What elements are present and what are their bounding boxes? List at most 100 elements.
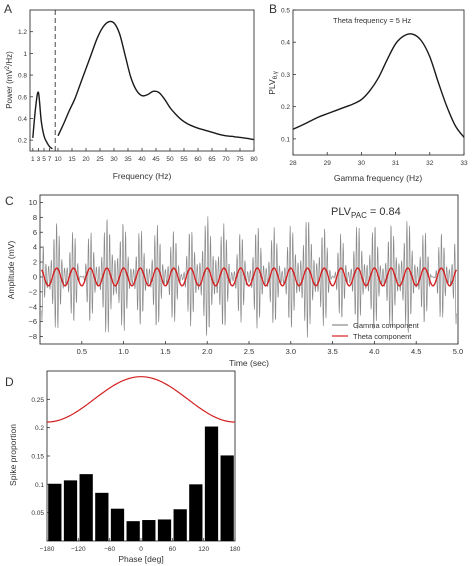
panel-a: A 1 3 5 7 10 15 20 25 30 35 40 45 50 55 60 65 70 75 800.20…	[4, 2, 258, 181]
spike-histogram-bar	[79, 474, 93, 541]
spike-histogram-bar	[48, 483, 62, 541]
panel-b-plv-line	[292, 33, 465, 138]
x-tick-label: 75	[236, 156, 244, 163]
panel-b-annotation: Theta frequency = 5 Hz	[333, 16, 411, 25]
x-tick-label: 4.0	[369, 347, 379, 356]
x-tick-label: 32	[426, 160, 434, 167]
panel-d-xlabel: Phase [deg]	[118, 554, 163, 564]
panel-c-label: C	[5, 194, 14, 208]
panel-b-label: B	[269, 2, 277, 16]
panel-b-plot-frame	[292, 9, 465, 156]
y-tick-label: 0.2	[281, 104, 290, 111]
panel-b-ylabel-sub: θ,γ	[273, 71, 279, 79]
y-tick-label: 0.2	[18, 138, 27, 145]
panel-a-plot-frame	[29, 9, 255, 152]
spike-histogram-bar	[142, 520, 156, 541]
panel-a-xlabel: Frequency (Hz)	[113, 171, 172, 181]
x-tick-label: 30	[110, 156, 118, 163]
y-tick-label: 0.6	[18, 94, 27, 101]
y-tick-label: 0.25	[31, 397, 44, 404]
panel-c-annotation-post: = 0.84	[367, 206, 401, 218]
x-tick-label: 45	[152, 156, 160, 163]
x-tick-label: 65	[208, 156, 216, 163]
x-tick-label: 55	[180, 156, 188, 163]
x-tick-label: 0.5	[77, 347, 87, 356]
spike-histogram-bar	[189, 484, 203, 541]
panel-d: D −180 −120 −60 0 60 120 180 0.05 0.1 0.15 0.2 0.25…	[5, 370, 241, 564]
x-tick-label: 60	[169, 546, 177, 553]
x-tick-label: −60	[104, 546, 115, 553]
y-tick-label: 0.8	[18, 73, 27, 80]
legend-theta-label: Theta component	[353, 332, 412, 341]
spike-histogram-bar	[204, 426, 219, 541]
panel-a-series-0-line	[32, 91, 53, 150]
y-tick-label: 0.4	[281, 40, 290, 47]
y-tick-label: 1.2	[18, 29, 27, 36]
panel-c-annotation-pre: PLV	[331, 206, 352, 218]
panel-c-annotation: PLVPAC = 0.84	[331, 206, 401, 220]
y-tick-label: 10	[29, 198, 37, 207]
x-tick-label: 1.0	[118, 347, 128, 356]
spike-histogram-bar	[220, 455, 234, 541]
x-tick-label: 28	[289, 160, 297, 167]
x-tick-label: 3.0	[286, 347, 296, 356]
spike-histogram-bar	[110, 508, 125, 541]
spike-histogram-bar	[95, 492, 109, 541]
x-tick-label: 30	[358, 160, 366, 167]
panel-c-annotation-sub: PAC	[351, 211, 367, 220]
x-tick-label: 20	[82, 156, 90, 163]
x-tick-label: 5	[42, 156, 46, 163]
panel-b-xlabel: Gamma frequency (Hz)	[334, 173, 422, 183]
panel-a-ylabel-sup: 2	[5, 65, 11, 69]
y-tick-label: 0.4	[18, 116, 27, 123]
x-tick-label: 10	[54, 156, 62, 163]
spike-histogram-bar	[63, 480, 78, 541]
y-tick-label: 6	[33, 228, 37, 237]
x-tick-label: 35	[124, 156, 132, 163]
x-tick-label: 4.5	[411, 347, 421, 356]
y-tick-label: 0	[33, 272, 37, 281]
y-tick-label: −4	[28, 302, 37, 311]
x-tick-label: 80	[250, 156, 258, 163]
y-tick-label: −2	[28, 287, 37, 296]
y-tick-label: −6	[28, 317, 37, 326]
y-tick-label: 0.3	[281, 72, 290, 79]
x-tick-label: 15	[68, 156, 76, 163]
panel-a-ylabel-post: /Hz)	[5, 51, 14, 66]
legend-gamma-label: Gamma component	[353, 321, 420, 330]
y-tick-label: 2	[33, 258, 37, 267]
panel-b: B Theta frequency = 5 Hz 28 29 30 31 32 33 0.1…	[267, 2, 468, 183]
y-tick-label: 1	[23, 51, 27, 58]
panel-b-ylabel-pre: PLV	[267, 79, 277, 95]
panel-c-xlabel: Time (sec)	[229, 358, 269, 368]
x-tick-label: 70	[222, 156, 230, 163]
panel-c-legend: Gamma component Theta component	[332, 321, 420, 341]
panel-c: C 0.5 1.0 1.5 2.0 2.5 3.0 3.5 4.0 4.5 5.0 −8 −6 −4 −2…	[5, 194, 463, 368]
x-tick-label: 33	[460, 160, 468, 167]
x-tick-label: 120	[198, 546, 209, 553]
panel-a-ylabel-pre: Power (mV	[5, 69, 14, 109]
spike-histogram-bar	[126, 521, 140, 541]
y-tick-label: 0.5	[281, 8, 290, 15]
x-tick-label: 180	[230, 546, 241, 553]
y-tick-label: 0.05	[31, 510, 44, 517]
x-tick-label: −120	[71, 546, 86, 553]
x-tick-label: 60	[194, 156, 202, 163]
panel-b-ylabel: PLVθ,γ	[267, 71, 279, 94]
spike-histogram-bar	[157, 519, 172, 541]
theta-phase-curve	[46, 376, 236, 423]
y-tick-label: 0.1	[35, 482, 44, 489]
x-tick-label: 25	[96, 156, 104, 163]
theta-component-line	[41, 267, 457, 287]
x-tick-label: 3.5	[327, 347, 337, 356]
panel-d-label: D	[5, 375, 14, 389]
x-tick-label: 50	[166, 156, 174, 163]
y-tick-label: 8	[33, 213, 37, 222]
x-tick-label: 1.5	[160, 347, 170, 356]
x-tick-label: 40	[138, 156, 146, 163]
panel-a-series-1-line	[57, 20, 255, 141]
panel-d-ylabel: Spike proportion	[8, 424, 18, 486]
gamma-component-line	[41, 216, 457, 338]
x-tick-label: 31	[392, 160, 400, 167]
